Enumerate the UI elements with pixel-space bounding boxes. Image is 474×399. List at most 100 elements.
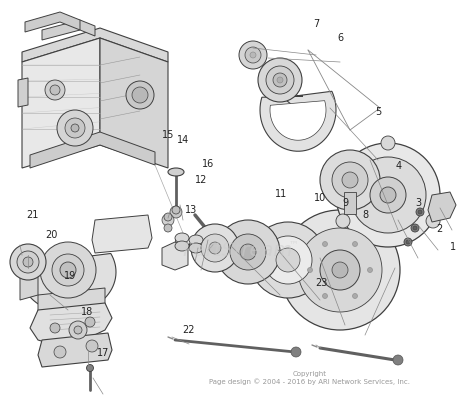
Circle shape: [411, 224, 419, 232]
Circle shape: [45, 80, 65, 100]
Circle shape: [342, 172, 358, 188]
Circle shape: [308, 267, 312, 273]
Polygon shape: [30, 303, 112, 345]
Text: 3: 3: [415, 198, 421, 209]
Text: 4: 4: [395, 160, 401, 171]
Polygon shape: [22, 38, 100, 168]
Ellipse shape: [203, 237, 217, 247]
Polygon shape: [42, 20, 95, 40]
Text: 1: 1: [450, 242, 456, 253]
Circle shape: [57, 110, 93, 146]
Polygon shape: [100, 38, 168, 168]
Text: 20: 20: [45, 229, 57, 240]
Text: 9: 9: [342, 198, 348, 209]
Bar: [344, 192, 356, 214]
Circle shape: [322, 241, 328, 247]
Circle shape: [406, 240, 410, 244]
Polygon shape: [162, 242, 188, 270]
Circle shape: [65, 118, 85, 138]
Circle shape: [393, 355, 403, 365]
Ellipse shape: [168, 168, 184, 176]
Circle shape: [280, 210, 400, 330]
Text: 12: 12: [195, 175, 207, 186]
Text: 17: 17: [97, 348, 109, 358]
Circle shape: [74, 326, 82, 334]
Circle shape: [54, 346, 66, 358]
Circle shape: [418, 210, 422, 214]
Circle shape: [240, 244, 256, 260]
Circle shape: [336, 214, 350, 228]
Text: 16: 16: [202, 158, 215, 169]
Polygon shape: [428, 192, 456, 222]
Circle shape: [322, 294, 328, 298]
Polygon shape: [18, 78, 28, 107]
Circle shape: [245, 47, 261, 63]
Circle shape: [162, 214, 174, 226]
Text: 23: 23: [315, 278, 328, 288]
Polygon shape: [38, 288, 105, 318]
Text: 21: 21: [26, 209, 38, 220]
Circle shape: [86, 340, 98, 352]
Circle shape: [216, 220, 280, 284]
Polygon shape: [260, 91, 336, 151]
Polygon shape: [92, 215, 152, 253]
Circle shape: [298, 228, 382, 312]
Polygon shape: [20, 250, 38, 300]
Circle shape: [332, 162, 368, 198]
Circle shape: [353, 241, 357, 247]
Circle shape: [52, 254, 84, 286]
Ellipse shape: [175, 241, 189, 251]
Polygon shape: [270, 101, 326, 140]
Text: 7: 7: [313, 19, 320, 29]
Circle shape: [23, 257, 33, 267]
Polygon shape: [38, 333, 112, 367]
Text: 5: 5: [375, 107, 382, 117]
Circle shape: [266, 66, 294, 94]
Circle shape: [332, 262, 348, 278]
Text: 13: 13: [185, 205, 198, 215]
Circle shape: [367, 267, 373, 273]
Text: 14: 14: [177, 135, 190, 146]
Circle shape: [85, 317, 95, 327]
Circle shape: [320, 250, 360, 290]
Text: 15: 15: [162, 130, 174, 140]
Circle shape: [69, 321, 87, 339]
Circle shape: [230, 234, 266, 270]
Text: 6: 6: [337, 33, 343, 43]
Circle shape: [132, 87, 148, 103]
Circle shape: [404, 238, 412, 246]
Circle shape: [380, 187, 396, 203]
Circle shape: [60, 262, 76, 278]
Circle shape: [416, 208, 424, 216]
Circle shape: [164, 224, 172, 232]
Circle shape: [276, 248, 300, 272]
Circle shape: [172, 206, 180, 214]
Circle shape: [370, 177, 406, 213]
Text: 11: 11: [274, 188, 287, 199]
Circle shape: [170, 206, 182, 218]
Circle shape: [264, 236, 312, 284]
Circle shape: [17, 251, 39, 273]
Text: ™: ™: [288, 239, 298, 249]
Circle shape: [50, 323, 60, 333]
Text: Copyright
Page design © 2004 - 2016 by ARI Network Services, Inc.: Copyright Page design © 2004 - 2016 by A…: [210, 371, 410, 385]
Circle shape: [40, 242, 96, 298]
Circle shape: [413, 226, 417, 230]
Circle shape: [86, 365, 93, 371]
Circle shape: [336, 143, 440, 247]
Ellipse shape: [189, 243, 203, 253]
Text: 22: 22: [182, 325, 195, 336]
Polygon shape: [30, 132, 155, 168]
Text: 19: 19: [64, 271, 76, 281]
Circle shape: [250, 222, 326, 298]
Circle shape: [426, 214, 440, 228]
Circle shape: [320, 150, 380, 210]
Circle shape: [258, 58, 302, 102]
Circle shape: [191, 224, 239, 272]
Text: 18: 18: [81, 307, 93, 317]
Circle shape: [291, 347, 301, 357]
Circle shape: [350, 157, 426, 233]
Circle shape: [164, 213, 172, 221]
Circle shape: [209, 242, 221, 254]
Ellipse shape: [175, 233, 189, 243]
